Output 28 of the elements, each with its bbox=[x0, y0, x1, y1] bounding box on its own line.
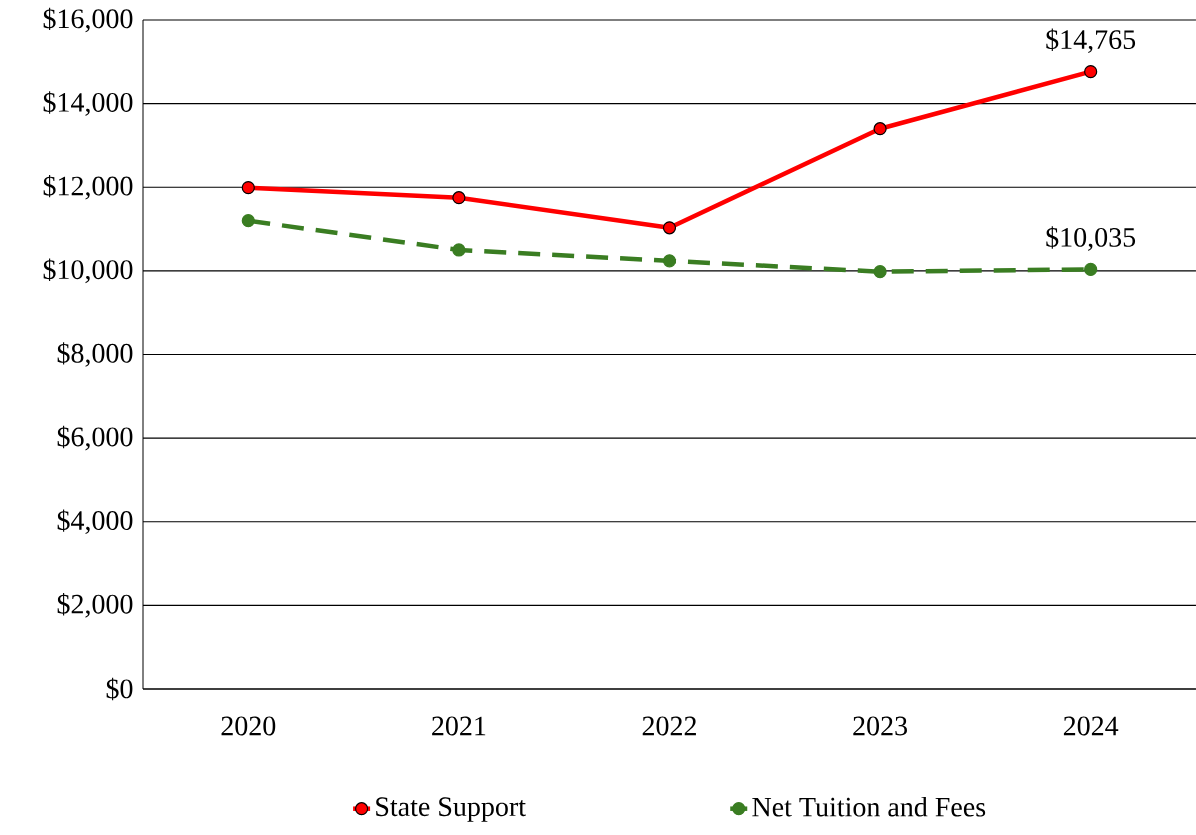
point bbox=[452, 243, 466, 257]
y-tick-label: $8,000 bbox=[57, 342, 133, 367]
point bbox=[241, 181, 255, 195]
x-tick-label: 2024 bbox=[1063, 716, 1119, 736]
y-tick-label: $4,000 bbox=[57, 509, 133, 535]
point bbox=[1084, 65, 1098, 79]
point bbox=[662, 221, 677, 235]
data-label: $14,765 bbox=[1046, 28, 1136, 54]
y-tick-label: $0 bbox=[106, 677, 133, 701]
legend-label: Net Tuition and Fees bbox=[752, 796, 986, 817]
x-tick-label: 2022 bbox=[642, 716, 696, 736]
point bbox=[452, 191, 466, 205]
y-tick-label: $10,000 bbox=[43, 258, 133, 284]
data-label: $10,035 bbox=[1046, 226, 1136, 251]
y-tick-label: $6,000 bbox=[57, 425, 133, 451]
legend-label: State Support bbox=[376, 797, 526, 822]
point bbox=[1084, 262, 1098, 277]
point bbox=[662, 254, 677, 268]
x-tick-label: 2021 bbox=[432, 716, 486, 736]
y-tick-label: $12,000 bbox=[43, 174, 133, 200]
y-tick-label: $16,000 bbox=[43, 7, 133, 33]
point bbox=[873, 122, 887, 136]
y-tick-label: $14,000 bbox=[43, 91, 133, 116]
point bbox=[873, 265, 887, 279]
x-tick-label: 2020 bbox=[221, 716, 276, 736]
x-tick-label: 2023 bbox=[853, 716, 907, 736]
y-tick-label: $2,000 bbox=[57, 593, 133, 618]
point bbox=[241, 214, 255, 228]
